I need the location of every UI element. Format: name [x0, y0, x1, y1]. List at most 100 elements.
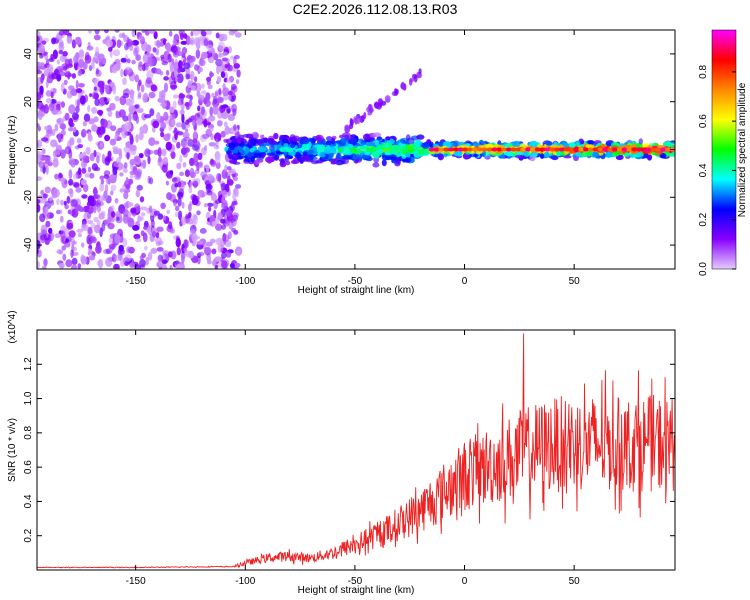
heatmap-cell: [145, 77, 152, 84]
heatmap-cell: [85, 146, 91, 155]
heatmap-cell: [174, 211, 179, 218]
heatmap-cell: [37, 101, 44, 110]
heatmap-cell: [416, 134, 425, 140]
heatmap-cell: [63, 79, 68, 86]
heatmap-cell: [206, 190, 213, 196]
heatmap-cell: [181, 141, 186, 147]
heatmap-cell: [209, 71, 213, 79]
heatmap-cell: [110, 190, 114, 196]
heatmap-cell: [205, 211, 211, 220]
heatmap-cell: [176, 247, 181, 256]
heatmap-cell: [315, 134, 324, 142]
heatmap-cell: [175, 235, 180, 241]
heatmap-cell: [136, 184, 143, 191]
heatmap-cell: [82, 61, 88, 70]
heatmap-cell: [169, 170, 174, 175]
heatmap-cell: [95, 68, 100, 75]
heatmap-cell: [214, 256, 222, 262]
heatmap-cell: [110, 184, 117, 191]
heatmap-cell: [467, 147, 474, 152]
heatmap-cell: [179, 32, 184, 41]
heatmap-cell: [235, 188, 239, 198]
heatmap-cell: [58, 50, 64, 55]
heatmap-cell: [109, 102, 116, 111]
heatmap-cell: [131, 114, 138, 121]
heatmap-cell: [384, 155, 391, 161]
heatmap-cell: [41, 148, 46, 155]
heatmap-cell: [125, 68, 129, 76]
heatmap-cell: [621, 147, 628, 152]
heatmap-cell: [56, 73, 62, 82]
heatmap-cell: [125, 184, 131, 190]
y-tick-label: 1.2: [23, 357, 34, 371]
heatmap-cell: [181, 216, 187, 226]
heatmap-cell: [194, 64, 199, 71]
heatmap-cell: [187, 79, 192, 89]
heatmap-cell: [104, 134, 111, 142]
heatmap-cell: [139, 196, 145, 203]
heatmap-cell: [529, 152, 538, 158]
heatmap-cell: [195, 49, 201, 59]
heatmap-cell: [172, 39, 178, 45]
heatmap-cell: [203, 118, 208, 128]
heatmap-cell: [203, 145, 208, 151]
heatmap-cell: [267, 138, 275, 145]
heatmap-cell: [129, 133, 134, 142]
heatmap-cell: [143, 225, 148, 230]
heatmap-cell: [107, 109, 113, 118]
heatmap-cell: [229, 145, 235, 151]
heatmap-cell: [365, 142, 375, 147]
heatmap-cell: [135, 134, 139, 143]
heatmap-cell: [165, 180, 169, 186]
heatmap-cell: [118, 33, 124, 38]
heatmap-cell: [616, 147, 623, 152]
heatmap-cell: [364, 151, 371, 156]
heatmap-cell: [237, 155, 246, 159]
heatmap-cell: [114, 233, 121, 244]
heatmap-cell: [58, 262, 65, 269]
heatmap-cell: [132, 224, 140, 231]
y-tick-label: 40: [23, 48, 34, 60]
heatmap-cell: [76, 228, 84, 233]
heatmap-cell: [443, 147, 450, 152]
heatmap-cell: [231, 168, 236, 174]
heatmap-cell: [347, 143, 354, 149]
heatmap-cell: [89, 93, 93, 98]
heatmap-cell: [279, 147, 286, 153]
heatmap-cell: [122, 237, 128, 248]
heatmap-cell: [338, 147, 343, 153]
heatmap-cell: [138, 153, 144, 159]
heatmap-cell: [539, 153, 545, 160]
heatmap-cell: [215, 223, 223, 231]
heatmap-cell: [126, 246, 131, 254]
heatmap-cell: [288, 150, 296, 157]
heatmap-cell: [233, 124, 237, 131]
heatmap-cell: [127, 41, 135, 46]
heatmap-cell: [432, 143, 439, 147]
heatmap-cell: [152, 231, 157, 238]
heatmap-cell: [122, 209, 130, 218]
heatmap-cell: [163, 82, 169, 93]
heatmap-cell: [626, 147, 633, 152]
heatmap-cell: [210, 158, 214, 165]
heatmap-cell: [37, 110, 43, 121]
heatmap-cell: [128, 104, 136, 114]
y-tick-label: 0.4: [23, 494, 34, 508]
heatmap-cell: [70, 249, 74, 258]
heatmap-cell: [180, 40, 188, 45]
heatmap-cell: [253, 152, 263, 158]
heatmap-cell: [258, 139, 264, 144]
snr-y-multiplier: (x10^4): [7, 310, 18, 343]
colorbar: 0.0 0.2 0.4 0.6 0.8 Normalized spectral ampl…: [698, 29, 748, 276]
heatmap-cell: [125, 201, 129, 210]
heatmap-cell: [224, 126, 231, 135]
heatmap-cell: [209, 106, 213, 117]
heatmap-cell: [68, 118, 73, 127]
heatmap-cell: [186, 35, 191, 46]
heatmap-cell: [93, 216, 99, 223]
heatmap-cell: [183, 239, 188, 249]
heatmap-cell: [41, 265, 47, 269]
heatmap-cell: [568, 142, 576, 148]
heatmap-cell: [96, 204, 101, 213]
heatmap-cell: [525, 147, 532, 152]
